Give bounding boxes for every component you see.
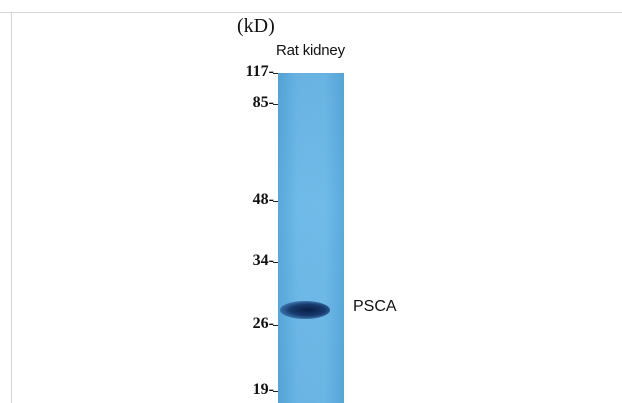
marker-tick-85 [273, 104, 278, 106]
panel-border-left [11, 12, 12, 403]
panel-border-top [0, 12, 622, 13]
marker-tick-26 [273, 325, 278, 327]
marker-label-26: 26- [252, 315, 274, 332]
marker-label-34: 34- [252, 252, 274, 269]
psca-band [280, 301, 330, 319]
marker-label-85: 85- [252, 94, 274, 111]
marker-label-19: 19- [252, 381, 274, 398]
marker-label-48: 48- [252, 191, 274, 208]
marker-tick-34 [273, 262, 278, 264]
band-label: PSCA [353, 298, 397, 315]
marker-tick-117 [273, 73, 278, 75]
lane-label: Rat kidney [276, 42, 345, 59]
marker-tick-48 [273, 201, 278, 203]
marker-label-117: 117- [245, 63, 274, 80]
unit-label: (kD) [237, 15, 275, 37]
marker-tick-19 [273, 391, 278, 393]
lane-shading [278, 73, 344, 403]
blot-lane [278, 73, 344, 403]
